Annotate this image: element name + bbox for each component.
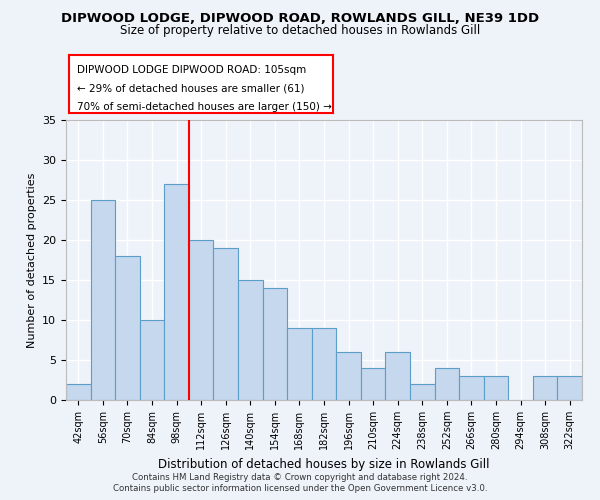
Bar bbox=[263, 288, 287, 400]
Text: DIPWOOD LODGE, DIPWOOD ROAD, ROWLANDS GILL, NE39 1DD: DIPWOOD LODGE, DIPWOOD ROAD, ROWLANDS GI… bbox=[61, 12, 539, 26]
Bar bbox=[189, 240, 214, 400]
Text: Size of property relative to detached houses in Rowlands Gill: Size of property relative to detached ho… bbox=[120, 24, 480, 37]
Text: 70% of semi-detached houses are larger (150) →: 70% of semi-detached houses are larger (… bbox=[77, 102, 332, 112]
Bar bbox=[557, 376, 582, 400]
Text: Contains public sector information licensed under the Open Government Licence v3: Contains public sector information licen… bbox=[113, 484, 487, 493]
Bar bbox=[484, 376, 508, 400]
Bar bbox=[434, 368, 459, 400]
Bar bbox=[115, 256, 140, 400]
Bar bbox=[459, 376, 484, 400]
Bar bbox=[312, 328, 336, 400]
Text: ← 29% of detached houses are smaller (61): ← 29% of detached houses are smaller (61… bbox=[77, 84, 304, 94]
Bar bbox=[287, 328, 312, 400]
Bar bbox=[533, 376, 557, 400]
Text: Contains HM Land Registry data © Crown copyright and database right 2024.: Contains HM Land Registry data © Crown c… bbox=[132, 472, 468, 482]
Bar bbox=[91, 200, 115, 400]
Bar bbox=[336, 352, 361, 400]
Bar bbox=[214, 248, 238, 400]
Bar bbox=[238, 280, 263, 400]
X-axis label: Distribution of detached houses by size in Rowlands Gill: Distribution of detached houses by size … bbox=[158, 458, 490, 470]
Bar bbox=[140, 320, 164, 400]
Text: DIPWOOD LODGE DIPWOOD ROAD: 105sqm: DIPWOOD LODGE DIPWOOD ROAD: 105sqm bbox=[77, 66, 306, 76]
Bar bbox=[385, 352, 410, 400]
Bar bbox=[66, 384, 91, 400]
Y-axis label: Number of detached properties: Number of detached properties bbox=[26, 172, 37, 348]
Bar bbox=[361, 368, 385, 400]
Bar bbox=[410, 384, 434, 400]
Bar bbox=[164, 184, 189, 400]
